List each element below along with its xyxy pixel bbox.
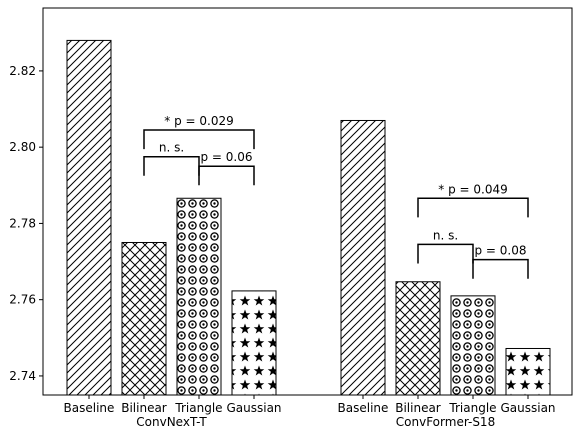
bar-bilinear: [395, 281, 441, 396]
significance-label: * p = 0.049: [438, 182, 507, 196]
significance-bracket: [198, 165, 255, 186]
bar-gaussian: [505, 347, 551, 396]
group-label: ConvFormer-S18: [396, 415, 495, 429]
y-tick-label: 2.74: [9, 369, 36, 383]
y-tick-label: 2.82: [9, 64, 36, 78]
group-label: ConvNexT-T: [136, 415, 207, 429]
x-tick-label: Baseline: [338, 401, 389, 415]
x-tick-label: Bilinear: [121, 401, 167, 415]
significance-label: n. s.: [159, 141, 184, 155]
significance-label: p = 0.08: [474, 244, 526, 258]
x-tick-label: Gaussian: [226, 401, 281, 415]
x-tick-label: Bilinear: [395, 401, 441, 415]
significance-label: * p = 0.029: [164, 114, 233, 128]
significance-bracket: [417, 197, 529, 218]
significance-bracket: [472, 258, 529, 279]
significance-bracket: [143, 155, 200, 176]
bar-triangle: [450, 295, 496, 396]
bar-gaussian: [231, 290, 277, 396]
significance-bracket: [417, 243, 474, 264]
bar-baseline: [340, 119, 386, 396]
y-tick-label: 2.76: [9, 293, 36, 307]
y-tick-label: 2.78: [9, 216, 36, 230]
plot-frame: [42, 7, 573, 396]
significance-bracket: [143, 129, 255, 150]
x-tick-label: Triangle: [174, 401, 222, 415]
significance-label: p = 0.06: [200, 150, 252, 164]
bar-bilinear: [121, 241, 167, 396]
bar-triangle: [176, 197, 222, 396]
y-tick-label: 2.80: [9, 140, 36, 154]
x-tick-label: Gaussian: [500, 401, 555, 415]
bar-baseline: [66, 39, 112, 396]
x-tick-label: Baseline: [64, 401, 115, 415]
x-tick-label: Triangle: [448, 401, 496, 415]
significance-label: n. s.: [433, 228, 458, 242]
